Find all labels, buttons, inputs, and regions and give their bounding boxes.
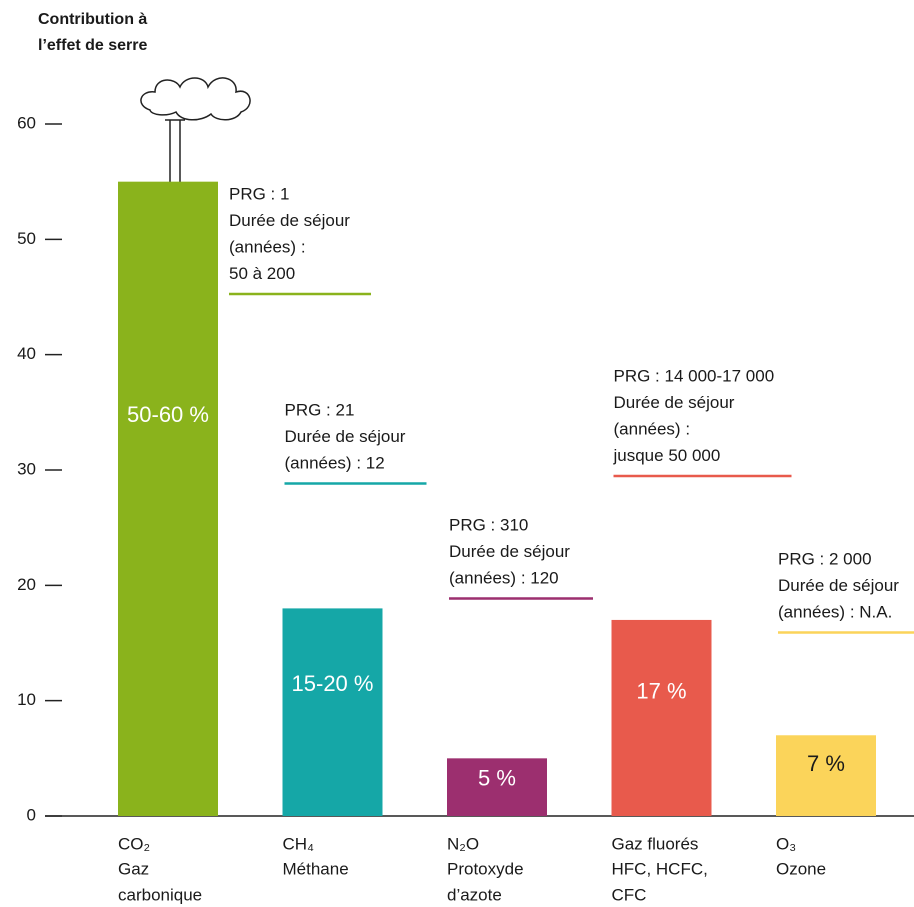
y-tick-label: 40 [17,344,36,363]
y-tick-label: 0 [27,805,36,824]
annotation: Durée de séjour [229,211,350,230]
y-axis-label: Contribution à [38,11,147,28]
annotation: PRG : 2 000 [778,549,872,568]
y-axis-label: l’effet de serre [38,37,147,54]
annotation: Durée de séjour [778,576,899,595]
x-tick-label: Gaz [118,859,149,878]
x-tick-label: CH₄ [283,834,315,853]
annotation: (années) : [614,419,691,438]
x-tick-label: carbonique [118,885,202,904]
chimney-doodle [140,77,251,183]
bar [282,608,383,816]
bar [611,619,712,816]
y-tick-label: 30 [17,459,36,478]
annotation: PRG : 14 000-17 000 [614,366,775,385]
annotation: PRG : 1 [229,184,289,203]
value-label: 7 % [807,751,845,776]
x-tick-label: CO₂ [118,834,150,853]
value-label: 15-20 % [292,671,374,696]
y-tick-label: 10 [17,690,36,709]
y-tick-label: 50 [17,229,36,248]
annotation: (années) : [229,237,306,256]
value-label: 17 % [636,678,686,703]
annotation: Durée de séjour [614,393,735,412]
annotation: (années) : N.A. [778,602,892,621]
bar [447,758,547,816]
annotation: Durée de séjour [449,542,570,561]
annotation: Durée de séjour [285,427,406,446]
annotation: (années) : 12 [285,453,385,472]
bar [776,735,876,816]
annotation: PRG : 21 [285,400,355,419]
annotation: PRG : 310 [449,515,528,534]
x-tick-label: N₂O [447,834,479,853]
x-tick-label: O₃ [776,834,796,853]
x-tick-label: Ozone [776,859,826,878]
annotation: jusque 50 000 [613,446,721,465]
value-label: 5 % [478,765,516,790]
bar [118,181,218,816]
x-tick-label: d’azote [447,885,502,904]
annotation: 50 à 200 [229,264,295,283]
y-tick-label: 60 [17,113,36,132]
value-label: 50-60 % [127,402,209,427]
x-tick-label: CFC [612,885,647,904]
x-tick-label: Méthane [283,859,349,878]
x-tick-label: HFC, HCFC, [612,859,708,878]
y-tick-label: 20 [17,575,36,594]
x-tick-label: Gaz fluorés [612,834,699,853]
annotation: (années) : 120 [449,568,559,587]
x-tick-label: Protoxyde [447,859,524,878]
